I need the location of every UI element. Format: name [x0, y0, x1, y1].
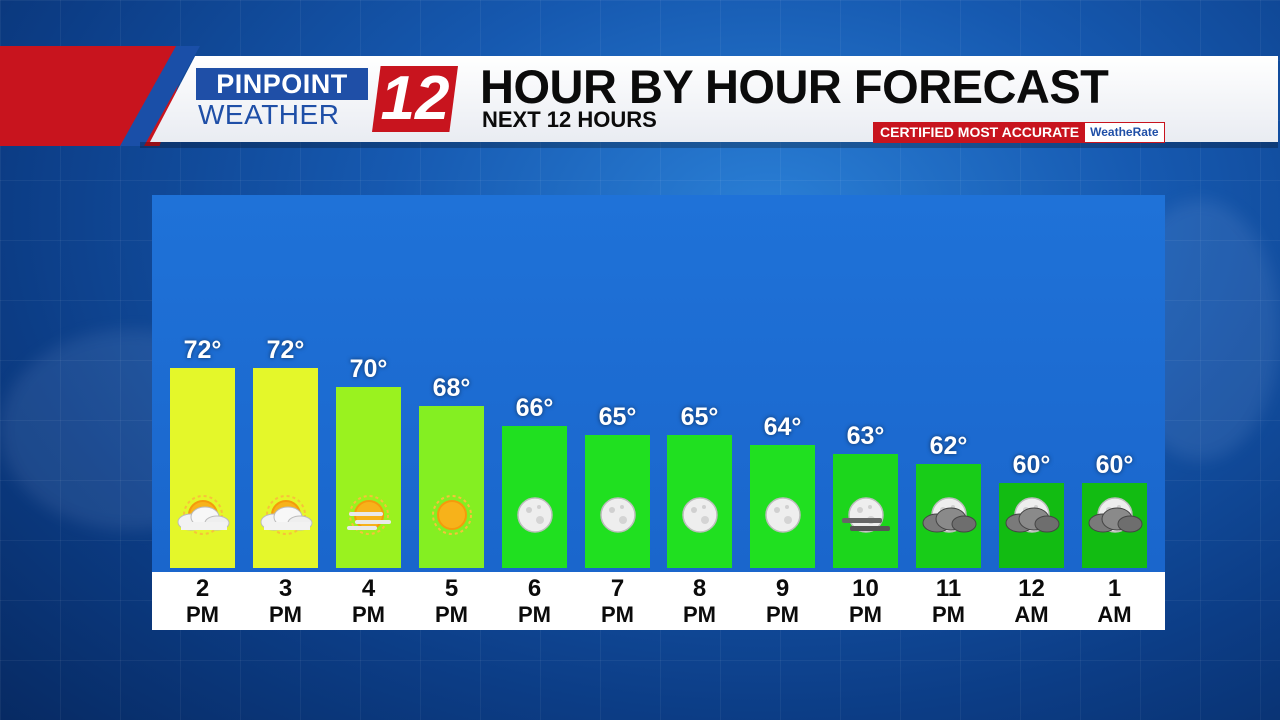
- hour-label-2: 4: [361, 575, 376, 602]
- page-title: HOUR BY HOUR FORECAST: [480, 60, 1109, 113]
- temp-label-7: 64°: [763, 413, 802, 441]
- bar-2: [336, 387, 401, 568]
- certified-brand: WeatheRate: [1085, 123, 1164, 142]
- bar-4: [502, 426, 567, 568]
- partly-cloudy-day-icon: [254, 490, 318, 545]
- logo-pinpoint: PINPOINT: [196, 68, 368, 100]
- period-label-6: PM: [683, 602, 716, 627]
- hazy-night-icon: [834, 490, 898, 545]
- temp-label-8: 63°: [846, 422, 885, 450]
- logo-weather: WEATHER: [198, 99, 340, 130]
- hour-label-3: 5: [444, 575, 459, 602]
- partly-cloudy-day-icon: [171, 490, 235, 545]
- temp-label-1: 72°: [266, 336, 305, 364]
- period-label-11: AM: [1097, 602, 1132, 627]
- certified-text: CERTIFIED MOST ACCURATE: [874, 123, 1086, 142]
- partly-cloudy-night-icon: [1083, 490, 1147, 545]
- chart-panel: [152, 195, 1165, 572]
- logo-channel-number: 12: [372, 66, 458, 132]
- hour-label-6: 8: [692, 575, 707, 602]
- temp-label-5: 65°: [598, 403, 637, 431]
- period-label-0: PM: [186, 602, 219, 627]
- period-label-1: PM: [269, 602, 302, 627]
- period-label-3: PM: [435, 602, 468, 627]
- temp-label-6: 65°: [680, 403, 719, 431]
- time-label-strip: [152, 572, 1165, 630]
- period-label-7: PM: [766, 602, 799, 627]
- hazy-sun-icon: [337, 490, 401, 545]
- temp-label-0: 72°: [183, 336, 222, 364]
- period-label-2: PM: [352, 602, 385, 627]
- hour-label-9: 11: [935, 575, 962, 602]
- clear-night-icon: [668, 490, 732, 545]
- temp-label-2: 70°: [349, 355, 388, 383]
- clear-night-icon: [751, 490, 815, 545]
- partly-cloudy-night-icon: [917, 490, 981, 545]
- temp-label-4: 66°: [515, 394, 554, 422]
- period-label-8: PM: [849, 602, 882, 627]
- sunny-icon: [420, 490, 484, 545]
- temp-label-11: 60°: [1095, 451, 1134, 479]
- hour-label-10: 12: [1018, 575, 1045, 602]
- hour-label-1: 3: [278, 575, 293, 602]
- hour-label-11: 1: [1107, 575, 1122, 602]
- hour-label-5: 7: [610, 575, 625, 602]
- hour-label-0: 2: [195, 575, 210, 602]
- hour-label-4: 6: [527, 575, 542, 602]
- certified-badge: CERTIFIED MOST ACCURATE WeatheRate: [873, 122, 1165, 143]
- period-label-10: AM: [1014, 602, 1049, 627]
- page-subtitle: NEXT 12 HOURS: [482, 107, 657, 132]
- period-label-4: PM: [518, 602, 551, 627]
- hour-label-7: 9: [775, 575, 790, 602]
- temp-label-9: 62°: [929, 432, 968, 460]
- period-label-5: PM: [601, 602, 634, 627]
- banner-shadow: [140, 142, 1278, 148]
- clear-night-icon: [503, 490, 567, 545]
- clear-night-icon: [586, 490, 650, 545]
- hour-label-8: 10: [852, 575, 879, 602]
- temp-label-10: 60°: [1012, 451, 1051, 479]
- temp-label-3: 68°: [432, 374, 471, 402]
- partly-cloudy-night-icon: [1000, 490, 1064, 545]
- bar-3: [419, 406, 484, 568]
- period-label-9: PM: [932, 602, 965, 627]
